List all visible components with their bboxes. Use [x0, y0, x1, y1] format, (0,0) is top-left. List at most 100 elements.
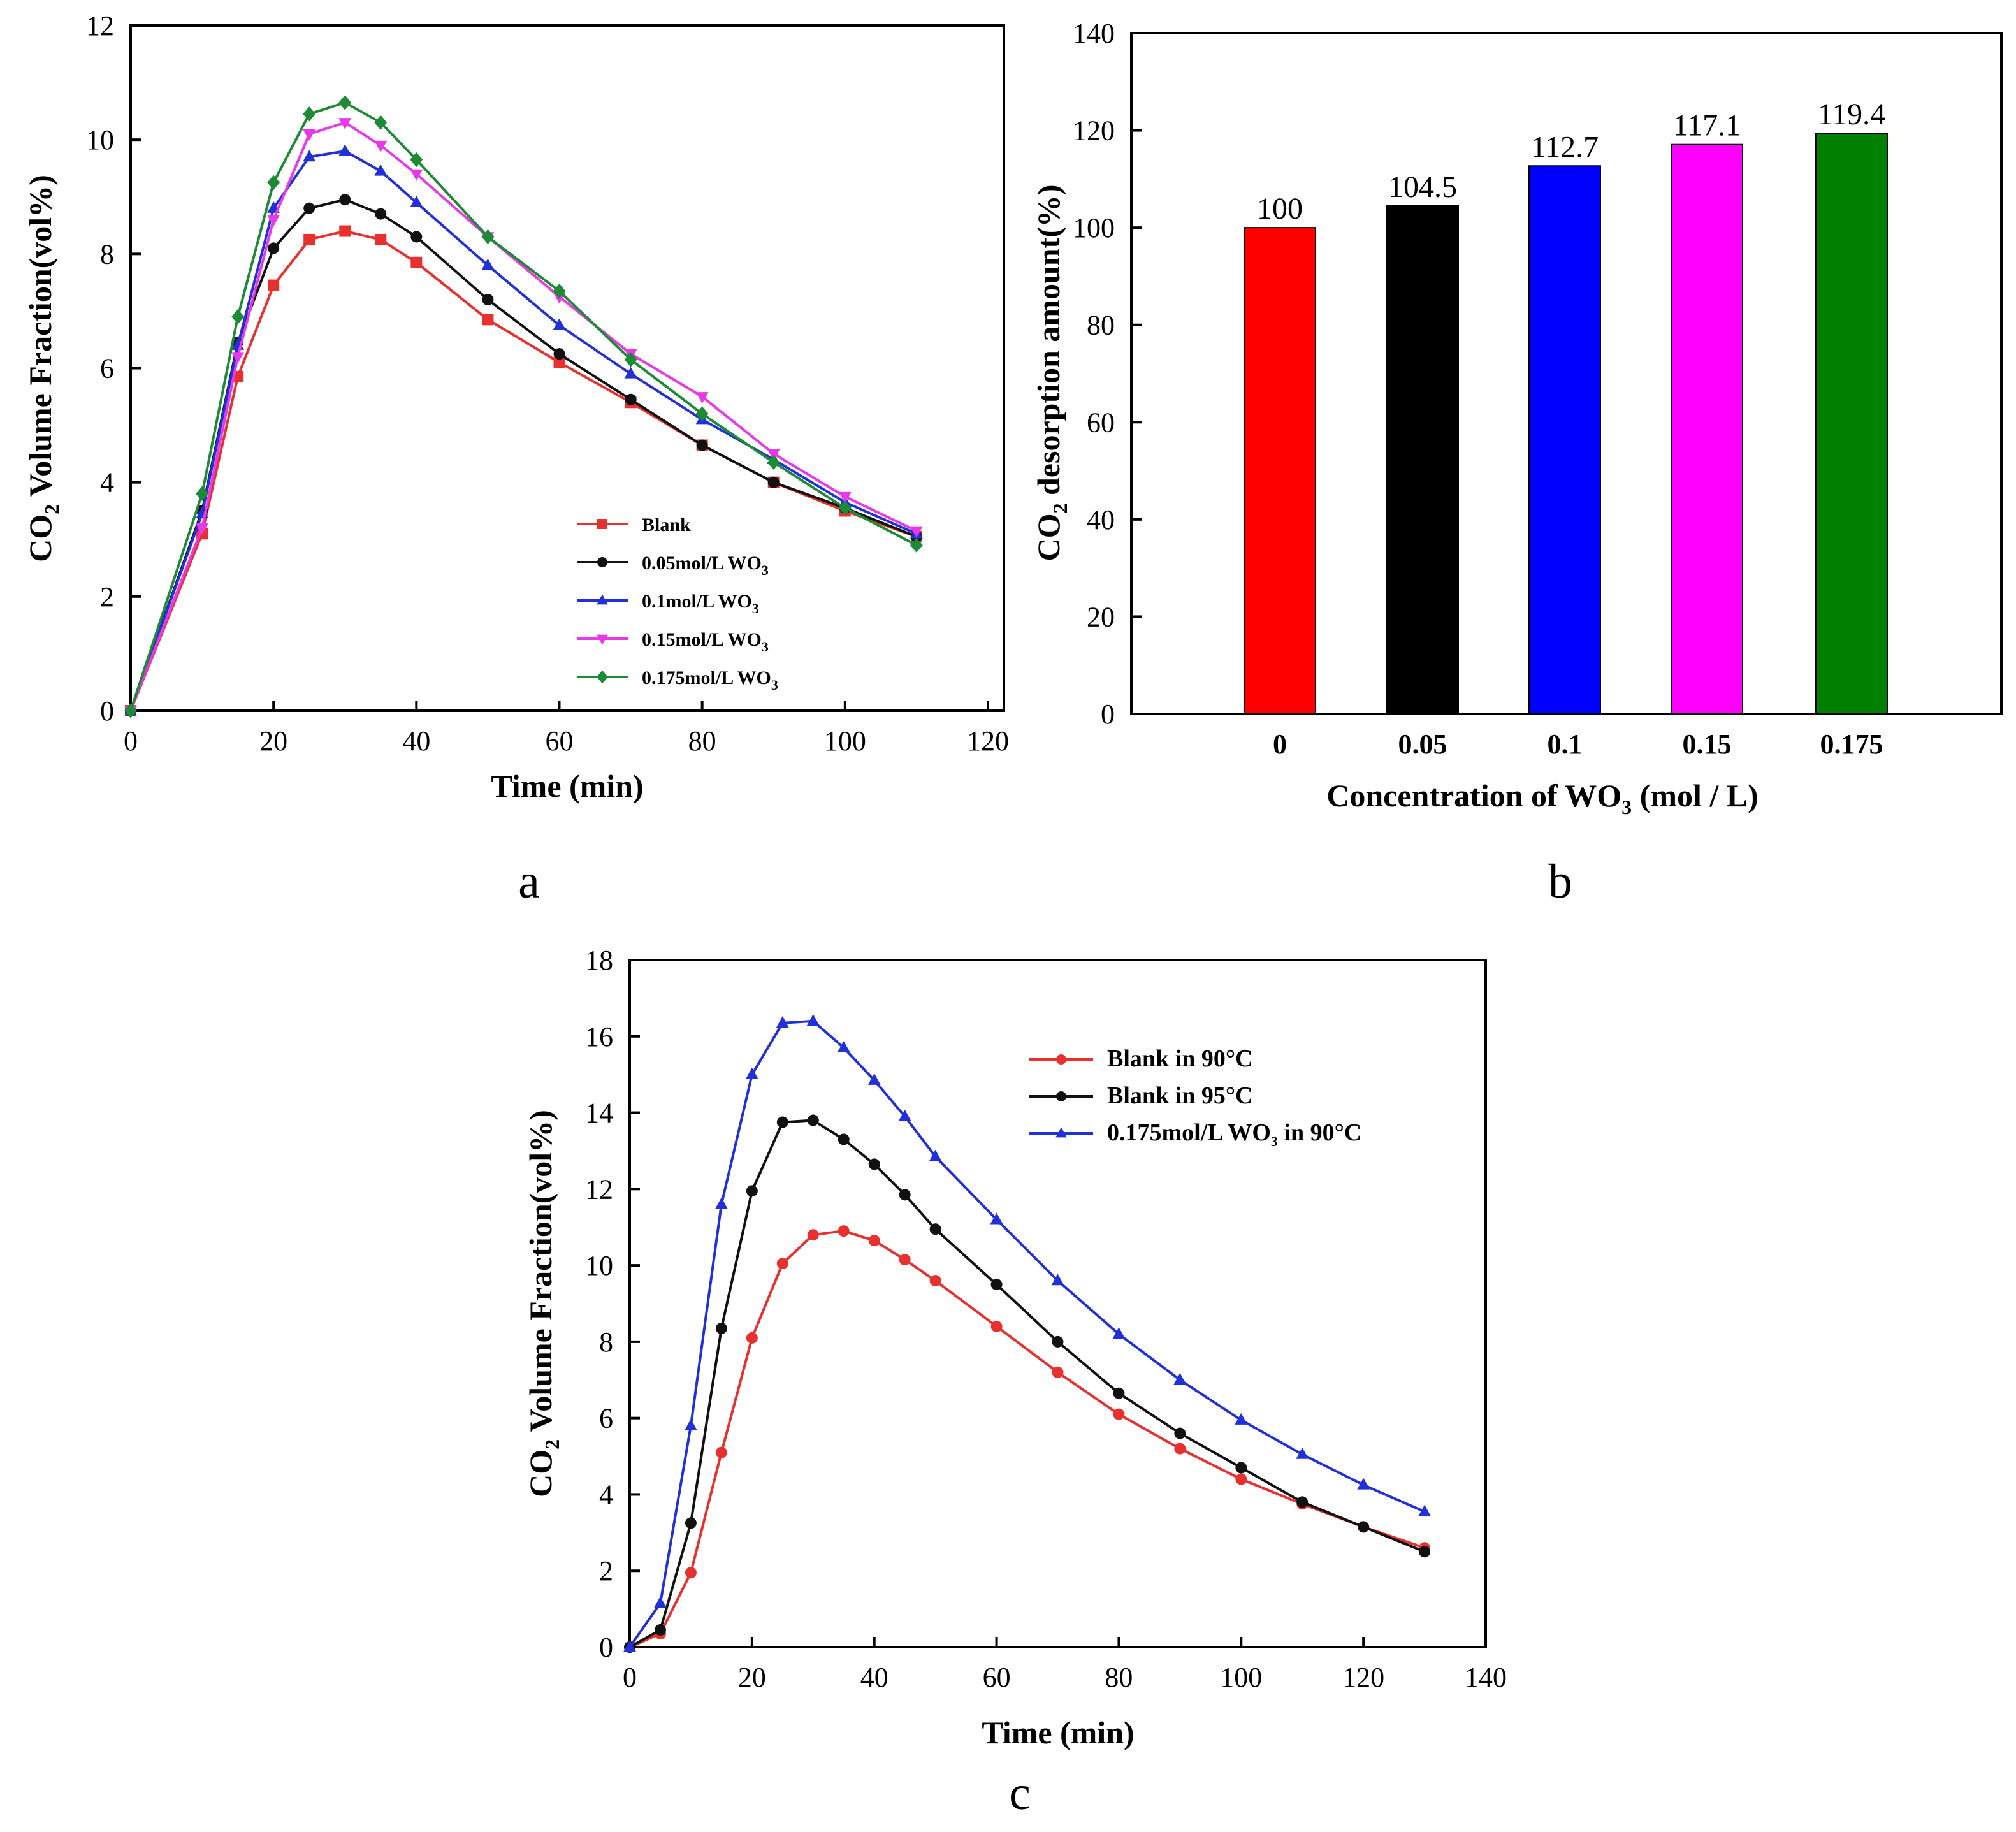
- panel-b-bar: [1528, 165, 1601, 715]
- panel-b-x-tick-label: 0.15: [1683, 729, 1732, 760]
- panel-a-data-point: [910, 537, 923, 553]
- panel-b-bar-value-label: 100: [1257, 192, 1303, 226]
- panel-c-y-axis-label-subscript: 2: [540, 1439, 563, 1450]
- panel-a-line-chart: 0 20 40 60 80 100 120 0 2 4 6 8 10 12 Time (min) CO2 …: [22, 10, 1009, 804]
- panel-c-x-axis-label: Time (min): [982, 1715, 1134, 1750]
- panel-a-x-tick-label: 60: [546, 725, 574, 757]
- panel-a-data-point: [410, 195, 423, 207]
- panel-a-data-point: [196, 486, 208, 502]
- panel-a-legend-label: 0.1mol/L WO3: [642, 591, 759, 616]
- panel-c-legend-entry: Blank in 90°C: [1029, 1045, 1253, 1072]
- panel-a-data-point: [303, 106, 316, 122]
- panel-a-y-tick-label: 4: [100, 467, 114, 498]
- panel-c-x-tick-label: 100: [1220, 1662, 1262, 1693]
- panel-a-legend-label-main: 0.05mol/L WO: [642, 553, 762, 574]
- panel-a-legend-label: 0.05mol/L WO3: [642, 553, 769, 578]
- panel-c-data-point: [654, 1624, 666, 1636]
- panel-a-legend-label: 0.175mol/L WO3: [642, 667, 778, 693]
- panel-c-plot-frame: [628, 959, 1487, 1648]
- panel-a-series-line: [129, 150, 917, 711]
- panel-c-data-point: [1174, 1427, 1186, 1439]
- panel-c-y-tick-label: 10: [585, 1250, 613, 1281]
- panel-a-legend-label-main: 0.1mol/L WO: [642, 591, 752, 612]
- panel-a-x-tick-label: 20: [259, 725, 287, 757]
- panel-c-data-point: [746, 1332, 758, 1344]
- panel-c-data-point: [807, 1114, 819, 1126]
- panel-a-legend-swatch-marker: [597, 557, 607, 567]
- panel-c-legend-label-tail: in 90°C: [1278, 1119, 1361, 1146]
- panel-a-legend-label-main: 0.175mol/L WO: [642, 667, 771, 688]
- panel-a-data-point: [553, 318, 566, 330]
- panel-c-y-tick-label: 2: [599, 1555, 613, 1587]
- panel-c-x-tick-label: 80: [1105, 1662, 1133, 1693]
- panel-a-data-point: [339, 225, 351, 237]
- panel-a-y-tick-label: 12: [86, 10, 114, 41]
- panel-b-bar-value-label: 117.1: [1673, 109, 1741, 143]
- panel-a-data-point: [338, 118, 352, 130]
- panel-c-data-point: [868, 1235, 880, 1247]
- panel-c-data-point: [714, 1197, 728, 1209]
- panel-a-legend-label-subscript: 3: [752, 600, 759, 616]
- panel-b-x-axis-label-suffix: (mol / L): [1632, 778, 1759, 813]
- panel-b-x-tick-label: 0: [1273, 729, 1287, 760]
- panel-a-data-point: [625, 393, 637, 405]
- panel-c-legend-label-main: Blank in 95°C: [1107, 1082, 1253, 1109]
- panel-a-y-tick-label: 0: [100, 695, 114, 727]
- panel-c-y-tick-label: 0: [599, 1632, 613, 1663]
- panel-b-bar-value-label: 104.5: [1388, 170, 1457, 204]
- panel-a-data-point: [696, 439, 708, 451]
- panel-c-y-tick-label: 4: [599, 1479, 613, 1510]
- panel-a-data-point: [410, 256, 423, 268]
- panel-a-data-point: [695, 406, 709, 421]
- panel-c-x-tick-label: 120: [1342, 1662, 1384, 1693]
- panel-c-data-point: [715, 1446, 727, 1458]
- panel-c-data-point: [990, 1212, 1003, 1225]
- panel-c-data-point: [837, 1040, 850, 1052]
- panel-c-legend-entry: 0.175mol/L WO3 in 90°C: [1029, 1119, 1361, 1149]
- panel-a-legend-swatch-marker: [597, 634, 608, 645]
- panel-c-data-point: [685, 1517, 697, 1529]
- panel-c-data-point: [1418, 1504, 1431, 1516]
- panel-c-y-tick-label: 12: [585, 1174, 613, 1205]
- panel-a-legend-label-main: Blank: [642, 514, 691, 535]
- panel-b-x-tick-label: 0.175: [1820, 729, 1883, 760]
- panel-a-data-point: [338, 95, 352, 110]
- panel-c-data-point: [990, 1279, 1003, 1291]
- panel-a-data-point: [553, 348, 565, 360]
- panel-c-y-tick-label: 16: [585, 1021, 613, 1052]
- panel-c-data-point: [929, 1275, 941, 1287]
- panel-a-series-line: [129, 101, 917, 711]
- panel-label-c: c: [1009, 1766, 1031, 1820]
- panel-a-data-point: [231, 309, 245, 324]
- panel-c-data-point: [807, 1229, 819, 1241]
- panel-a-y-axis-label-suffix: Volume Fraction(vol%): [22, 175, 58, 504]
- panel-a-legend-entry: 0.15mol/L WO3: [577, 629, 769, 655]
- panel-c-data-point: [1235, 1473, 1247, 1485]
- panel-c-data-point: [899, 1254, 911, 1266]
- panel-a-legend-entry: Blank: [577, 514, 691, 535]
- panel-a-data-point: [767, 476, 780, 488]
- panel-c-data-point: [1357, 1478, 1370, 1490]
- panel-b-y-axis-label-suffix: desorption amount(%): [1031, 184, 1066, 503]
- panel-c-legend-label: Blank in 90°C: [1107, 1045, 1253, 1072]
- panel-c-data-point: [623, 1640, 636, 1652]
- panel-c-data-point: [898, 1109, 911, 1121]
- panel-c-data-point: [1113, 1408, 1125, 1420]
- panel-b-bar-value-label: 119.4: [1818, 98, 1885, 131]
- panel-c-legend-swatch-marker: [1055, 1127, 1067, 1138]
- panel-c-data-point: [899, 1189, 911, 1201]
- panel-a-x-axis-label: Time (min): [491, 768, 643, 804]
- panel-c-data-point: [806, 1014, 820, 1026]
- panel-c-data-point: [838, 1133, 850, 1145]
- panel-c-data-point: [1112, 1327, 1126, 1339]
- panel-a-series-4: [124, 95, 923, 718]
- panel-a-x-tick-label: 100: [824, 725, 866, 757]
- panel-a-x-tick-label: 120: [967, 725, 1009, 757]
- panel-c-data-point: [776, 1016, 789, 1028]
- panel-c-data-point: [990, 1320, 1003, 1332]
- panel-b-bar-chart: 0 20 40 60 80 100 120 140 0 0.05 0.1 0.15 0.175 100 1…: [1031, 18, 2003, 818]
- panel-c-data-point: [685, 1567, 697, 1579]
- panel-a-legend-label: 0.15mol/L WO3: [642, 629, 769, 655]
